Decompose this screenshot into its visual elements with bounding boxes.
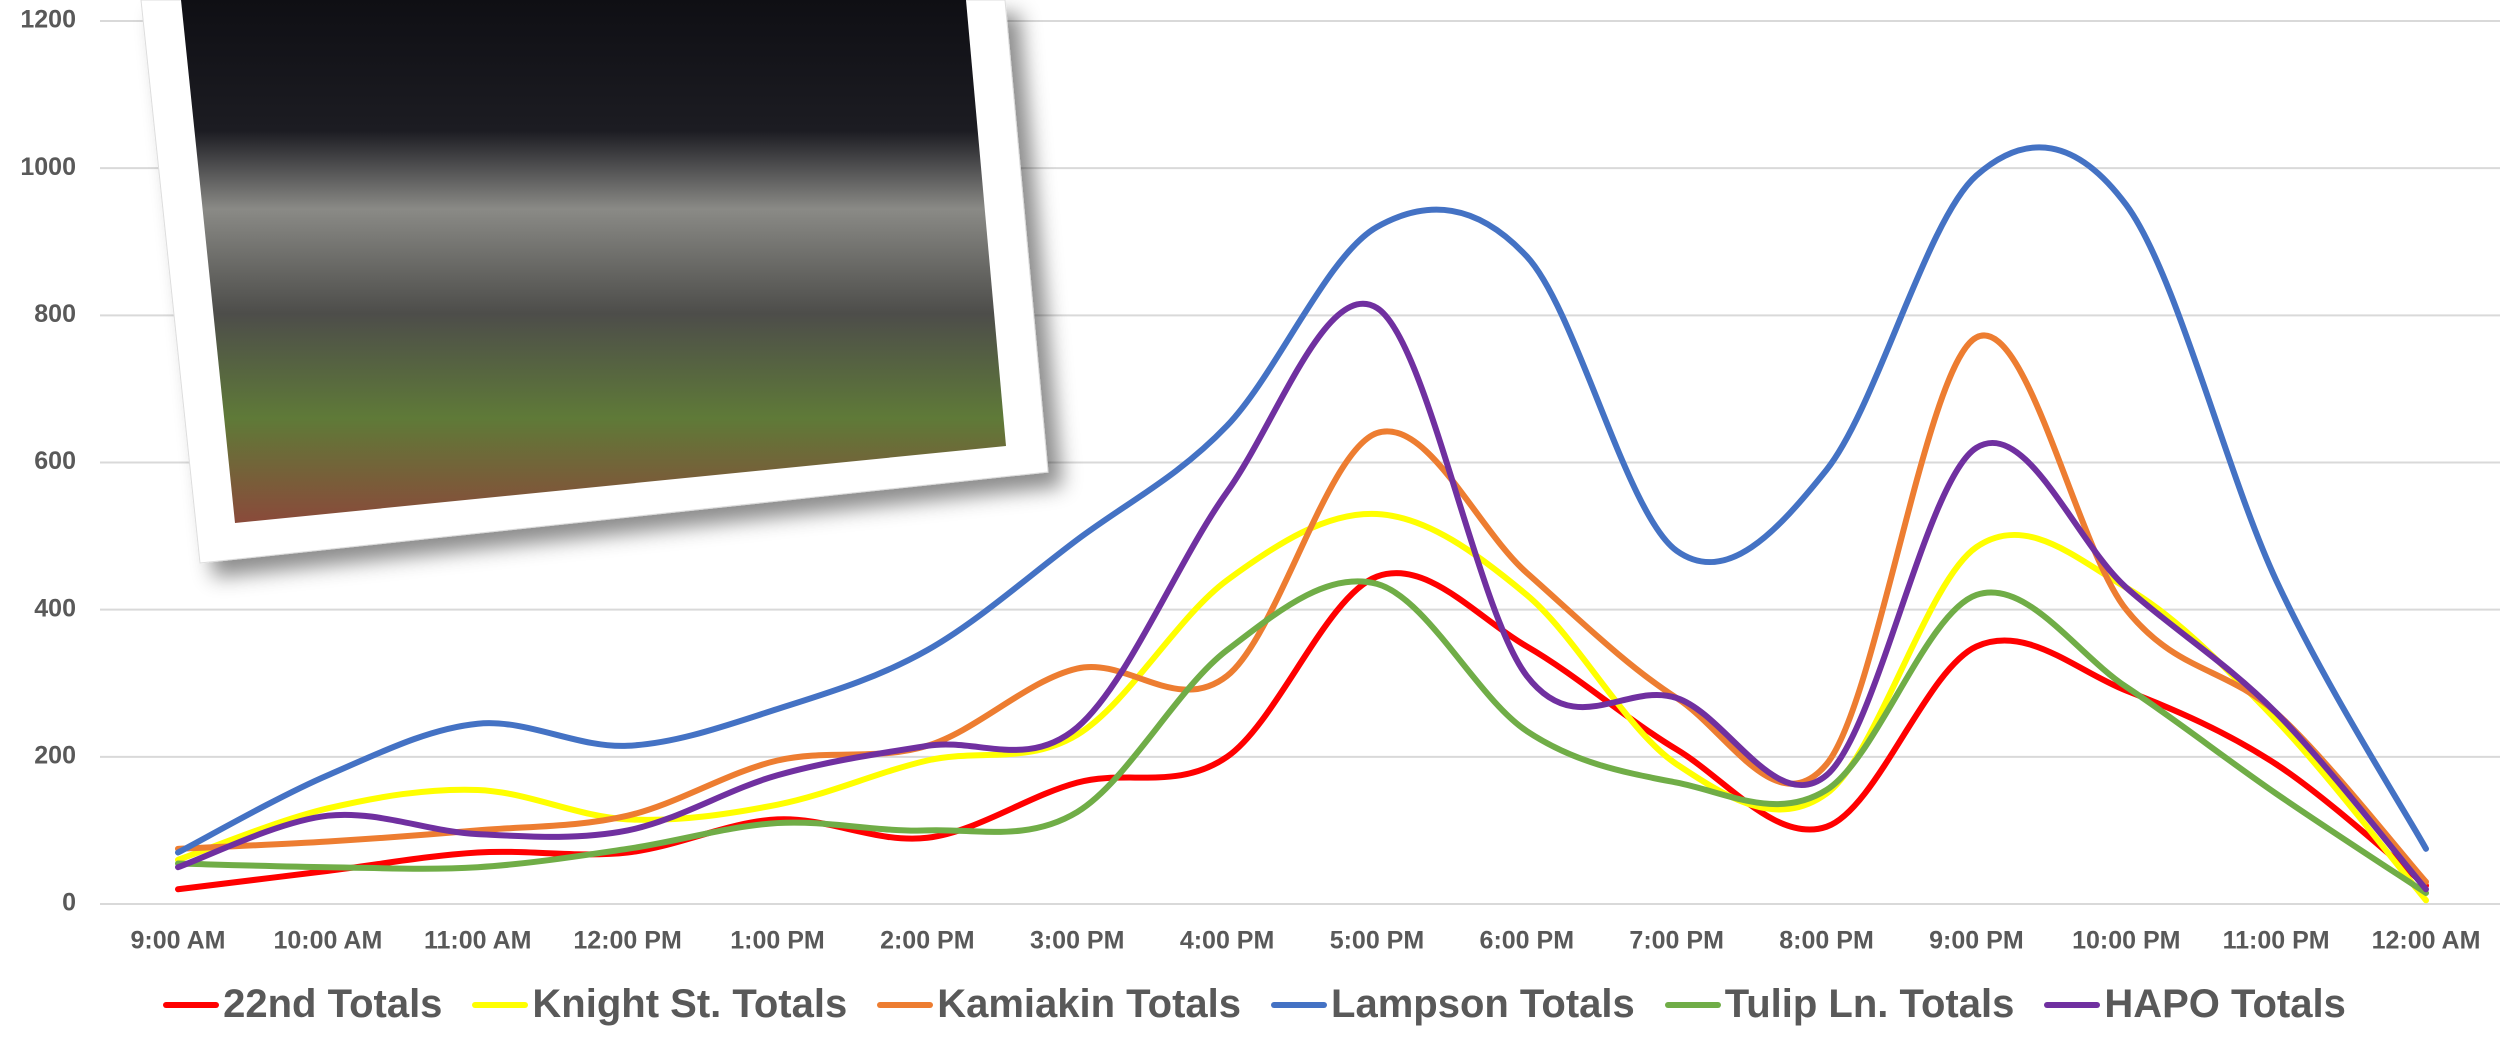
legend-label: Kamiakin Totals bbox=[937, 982, 1242, 1026]
legend-swatch bbox=[877, 1001, 934, 1008]
legend-swatch bbox=[1664, 1001, 1721, 1008]
series-line bbox=[175, 578, 2429, 896]
x-tick-label: 10:00 PM bbox=[2072, 927, 2180, 955]
photo bbox=[140, 0, 1049, 564]
x-tick-label: 12:00 PM bbox=[573, 927, 681, 955]
legend-swatch bbox=[2044, 1001, 2101, 1008]
x-tick-label: 11:00 AM bbox=[424, 927, 531, 955]
legend-label: Knight St. Totals bbox=[532, 982, 848, 1026]
x-tick-label: 9:00 PM bbox=[1929, 927, 2023, 955]
x-tick-label: 9:00 AM bbox=[131, 927, 226, 955]
x-tick-label: 10:00 AM bbox=[273, 927, 382, 955]
x-tick-label: 2:00 PM bbox=[880, 927, 974, 955]
legend-swatch bbox=[1271, 1001, 1328, 1008]
x-tick-label: 5:00 PM bbox=[1330, 927, 1424, 955]
series-line bbox=[175, 570, 2429, 893]
y-tick-label: 200 bbox=[34, 741, 76, 769]
series-line bbox=[175, 510, 2429, 904]
legend-item: 22nd Totals bbox=[163, 982, 442, 1027]
legend-item: Lampson Totals bbox=[1271, 982, 1635, 1027]
x-tick-label: 12:00 AM bbox=[2372, 927, 2481, 955]
x-tick-label: 7:00 PM bbox=[1629, 927, 1723, 955]
legend-label: HAPO Totals bbox=[2104, 982, 2346, 1026]
legend-item: Tulip Ln. Totals bbox=[1664, 982, 2015, 1027]
x-tick-label: 4:00 PM bbox=[1180, 927, 1274, 955]
y-tick-label: 800 bbox=[34, 300, 76, 328]
series-line bbox=[175, 300, 2429, 893]
legend-swatch bbox=[163, 1001, 220, 1008]
x-tick-label: 6:00 PM bbox=[1480, 927, 1574, 955]
legend: 22nd Totals Knight St. Totals Kamiakin Tot… bbox=[0, 982, 2509, 1027]
x-tick-label: 8:00 PM bbox=[1779, 927, 1873, 955]
x-tick-label: 3:00 PM bbox=[1030, 927, 1124, 955]
legend-label: 22nd Totals bbox=[223, 982, 443, 1026]
x-tick-label: 11:00 PM bbox=[2223, 927, 2330, 955]
legend-item: Knight St. Totals bbox=[472, 982, 847, 1027]
x-tick-label: 1:00 PM bbox=[730, 927, 824, 955]
chart: 0 200 400 600 800 1000 1200 9:00 AM 10:00 AM 11:0… bbox=[20, 0, 2500, 955]
legend-label: Tulip Ln. Totals bbox=[1724, 982, 2015, 1026]
y-tick-label: 600 bbox=[34, 447, 76, 475]
y-tick-label: 400 bbox=[34, 594, 76, 622]
y-tick-label: 1200 bbox=[20, 6, 76, 34]
series-line bbox=[175, 332, 2429, 885]
legend-item: Kamiakin Totals bbox=[877, 982, 1241, 1027]
legend-swatch bbox=[472, 1001, 529, 1008]
photo-image bbox=[181, 0, 1006, 523]
series-line bbox=[175, 144, 2429, 856]
y-tick-label: 0 bbox=[62, 889, 76, 917]
legend-item: HAPO Totals bbox=[2044, 982, 2346, 1027]
legend-label: Lampson Totals bbox=[1331, 982, 1635, 1026]
y-tick-label: 1000 bbox=[20, 153, 76, 181]
